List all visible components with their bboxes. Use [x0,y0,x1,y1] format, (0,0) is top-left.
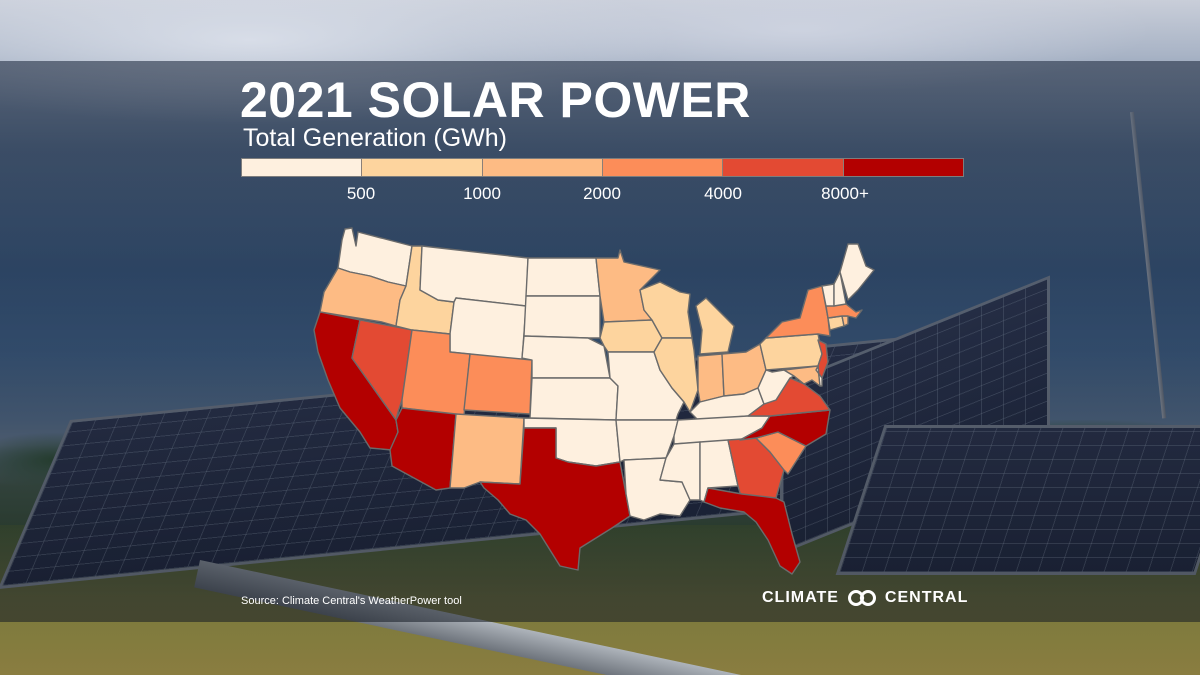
state-KS [529,377,619,421]
color-legend [241,158,964,177]
state-NH [833,271,847,307]
climate-central-logo: CLIMATE CENTRAL [762,589,968,607]
brand-word-left: CLIMATE [762,589,839,606]
legend-swatch-2000-4000 [602,159,724,176]
legend-swatch-lt500 [242,159,363,176]
us-choropleth-map [313,227,875,575]
state-NE [521,335,611,379]
legend-label-4000: 4000 [704,184,742,203]
chart-title: 2021 SOLAR POWER [240,72,751,128]
state-TX [479,427,631,571]
legend-label-8000plus: 8000+ [821,184,869,203]
chart-subtitle: Total Generation (GWh) [243,124,507,152]
legend-label-2000: 2000 [583,184,621,203]
state-IL [653,337,699,413]
state-MI [695,297,735,355]
state-NM [449,413,525,489]
legend-swatch-8000plus [843,159,963,176]
state-SD [523,295,601,339]
state-NC [739,409,831,447]
state-ND [525,257,601,297]
legend-swatch-4000-8000 [723,159,844,176]
state-MT [419,245,529,307]
legend-tick-labels: 500 1000 2000 4000 8000+ [241,184,964,204]
state-IA [599,319,663,353]
state-PA [759,333,823,371]
state-IN [697,353,725,403]
state-NY [765,285,831,339]
linked-circles-logo-icon [847,590,876,606]
legend-label-500: 500 [346,184,376,203]
legend-label-1000: 1000 [463,184,501,203]
state-FL [703,487,801,575]
brand-word-right: CENTRAL [884,589,969,606]
state-AZ [389,407,457,491]
state-ME [839,243,875,301]
state-WY [449,297,527,361]
state-DE [815,365,823,387]
source-credit: Source: Climate Central's WeatherPower t… [241,595,462,607]
legend-swatch-500-1000 [362,159,483,176]
state-CO [463,353,533,415]
state-MA [825,303,863,319]
state-WI [639,281,693,339]
legend-swatch-1000-2000 [482,159,603,176]
